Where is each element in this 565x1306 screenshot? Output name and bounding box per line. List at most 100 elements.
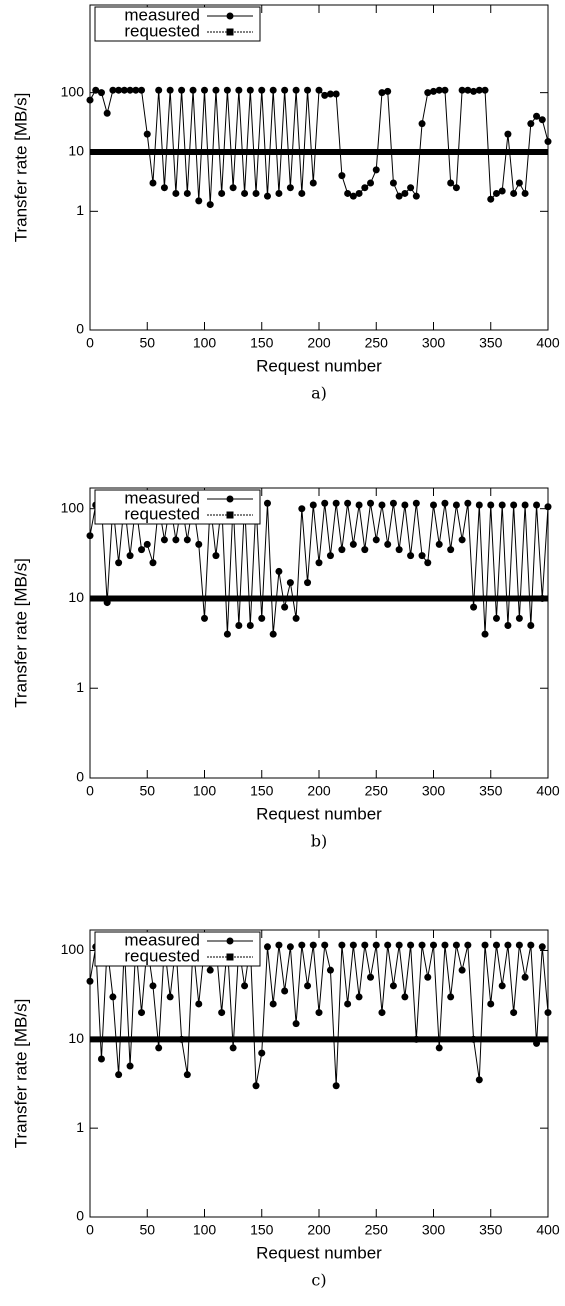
x-tick-label: 400 [536,783,560,799]
data-point [510,1009,518,1017]
data-point [241,982,249,990]
data-point [435,540,443,548]
data-point [281,987,289,995]
data-point [332,1082,340,1090]
data-point [407,184,415,192]
data-point [138,86,146,94]
data-point [527,120,535,128]
data-point [235,86,243,94]
data-point [521,973,529,981]
data-point [349,192,357,200]
x-tick-label: 300 [422,1222,446,1238]
data-point [521,189,529,197]
y-tick-label: 10 [68,589,84,605]
data-point [275,567,283,575]
data-point [338,546,346,554]
data-point [86,532,94,540]
data-point [304,579,312,587]
data-point [126,552,134,560]
data-point [309,501,317,509]
data-point [395,941,403,949]
data-point [424,973,432,981]
data-point [475,1076,483,1084]
data-point [458,86,466,94]
data-point [498,501,506,509]
plot-frame [89,487,549,779]
y-tick-label: 0 [76,769,84,785]
data-point [138,546,146,554]
data-point [498,187,506,195]
x-tick-label: 400 [536,1222,560,1238]
data-point [143,540,151,548]
data-point [321,91,329,99]
data-point [452,941,460,949]
data-point [97,89,105,97]
data-point [120,86,128,94]
data-point [458,536,466,544]
x-tick-label: 150 [250,783,274,799]
data-point [441,86,449,94]
data-point [309,179,317,187]
legend-marker [226,12,234,20]
data-point [452,184,460,192]
data-point [521,501,529,509]
data-point [206,966,214,974]
y-axis-label: Transfer rate [MB/s] [11,558,30,708]
legend-label: measured [124,930,200,949]
data-point [407,552,415,560]
data-point [544,138,552,146]
data-point [538,116,546,124]
y-tick-label: 100 [61,941,85,957]
data-point [155,86,163,94]
x-tick-label: 150 [250,1222,274,1238]
x-tick-label: 0 [86,335,94,351]
data-point [321,941,329,949]
data-point [361,184,369,192]
data-point [201,86,208,94]
panel: 0 1 10 100 0 50 100 150 200 250 300 350 400 Request n… [11,929,560,1290]
data-point [504,621,512,629]
x-tick-label: 250 [365,783,389,799]
x-tick-label: 350 [479,1222,503,1238]
data-point [378,1009,386,1017]
data-point [441,499,449,507]
data-point [389,499,397,507]
data-point [367,179,375,187]
x-tick-label: 200 [307,1222,331,1238]
data-point [344,1000,352,1008]
y-tick-label: 100 [61,499,85,515]
data-point [298,189,306,197]
data-point [298,505,306,513]
data-point [160,184,168,192]
data-point [269,1000,277,1008]
x-tick-label: 350 [479,783,503,799]
data-point [315,86,323,94]
data-point [544,1009,552,1017]
data-point [395,192,403,200]
data-point [166,86,174,94]
data-point [401,501,409,509]
data-point [86,96,94,104]
data-point [269,86,277,94]
data-point [464,86,472,94]
data-point [263,499,271,507]
data-point [172,189,180,197]
x-tick-label: 0 [86,783,94,799]
caption: a) [311,384,327,403]
panel: 0 1 10 100 0 50 100 150 200 250 300 350 400 Request n… [11,4,560,403]
data-point [349,540,357,548]
data-point [332,499,340,507]
data-point [344,499,352,507]
data-point [401,189,409,197]
data-point [115,1071,123,1079]
data-point [206,201,214,209]
data-point [309,941,317,949]
data-point [481,941,489,949]
data-point [344,189,352,197]
x-tick-label: 0 [86,1222,94,1238]
x-tick-label: 350 [479,335,503,351]
data-point [435,86,443,94]
data-point [235,621,243,629]
data-point [149,179,157,187]
